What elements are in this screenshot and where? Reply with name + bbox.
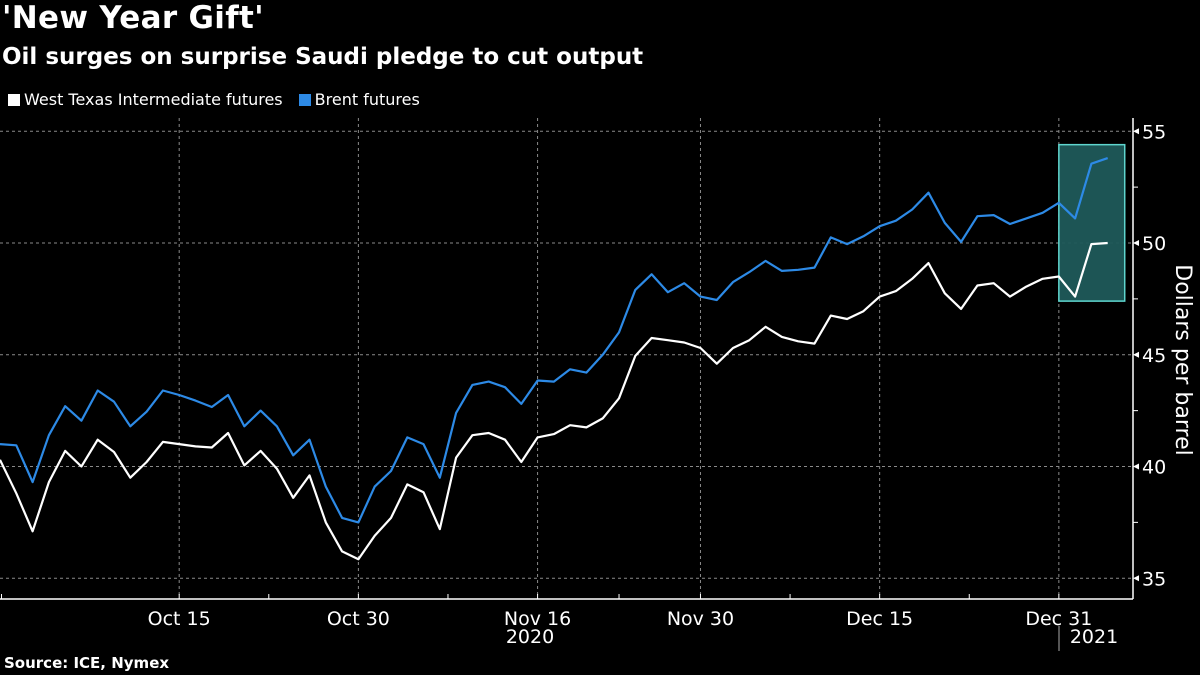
y-axis-label: Dollars per barrel (1170, 264, 1195, 455)
year-label-2020: 2020 (506, 626, 554, 648)
chart-title: 'New Year Gift' (2, 0, 264, 36)
legend: West Texas Intermediate futures Brent fu… (8, 90, 420, 109)
year-label-2021: 2021 (1070, 626, 1118, 648)
series-line-brent (0, 157, 1109, 524)
x-tick-label: Nov 30 (667, 608, 734, 630)
legend-label-wti: West Texas Intermediate futures (24, 90, 283, 109)
y-tick-marker (1133, 128, 1139, 135)
y-tick-marker (1133, 575, 1139, 582)
source-note: Source: ICE, Nymex (4, 654, 170, 672)
y-tick-label: 55 (1142, 121, 1166, 143)
legend-swatch-wti (8, 93, 20, 106)
x-tick-label: Dec 31 (1025, 608, 1092, 630)
highlight-box (1058, 143, 1126, 302)
x-tick-label: Oct 30 (327, 608, 390, 630)
y-tick-marker (1133, 240, 1139, 246)
y-tick-label: 45 (1142, 345, 1166, 367)
y-tick-label: 35 (1142, 568, 1166, 590)
y-tick-label: 50 (1142, 233, 1166, 255)
x-tick-label: Nov 16 (504, 608, 571, 630)
legend-item-wti: West Texas Intermediate futures (8, 90, 283, 109)
legend-label-brent: Brent futures (314, 90, 420, 109)
legend-swatch-brent (298, 93, 311, 106)
y-tick-marker (1133, 351, 1139, 358)
x-tick-label: Oct 15 (148, 608, 211, 630)
y-tick-marker (1133, 463, 1139, 470)
x-tick-label: Dec 15 (846, 608, 913, 630)
chart-subtitle: Oil surges on surprise Saudi pledge to c… (2, 44, 644, 70)
y-tick-label: 40 (1142, 457, 1166, 479)
legend-item-brent: Brent futures (298, 90, 420, 109)
series-line-wti (0, 241, 1108, 561)
